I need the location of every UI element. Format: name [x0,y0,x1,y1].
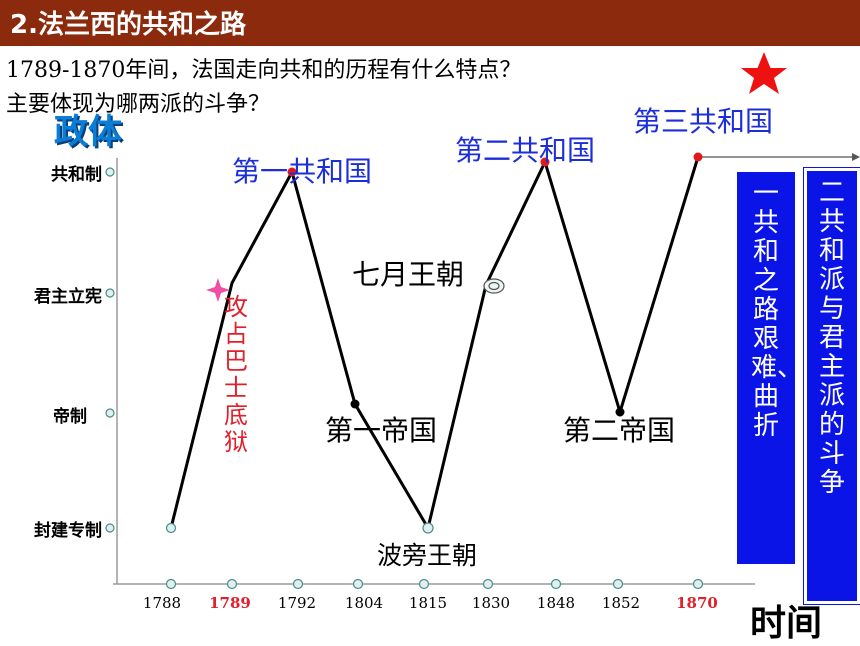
x-marker-1815 [418,578,430,590]
x-axis-title: 时间 [750,603,823,644]
x-marker-1792 [292,578,304,590]
x-marker-1830 [482,578,494,590]
point-1852 [615,407,625,417]
x-marker-1870 [692,578,704,590]
question-line-2: 主要体现为哪两派的斗争？ [6,92,271,117]
point-1848 [540,157,550,167]
point-1792 [287,167,297,177]
y-marker-empire [105,408,115,418]
conclusion-box-1: 一 共和之路艰难、曲折 [737,172,804,564]
x-marker-1789 [226,578,238,590]
x-marker-1788 [165,578,177,590]
question-line-1: 1789-1870年间，法国走向共和的历程有什么特点？ [6,58,522,83]
header-bar: 2.法兰西的共和之路 [0,0,860,46]
y-axis-title: 政体 [54,112,122,152]
point-1815 [422,522,434,534]
label-first-empire: 第一帝国 [325,414,438,447]
y-marker-republic [105,167,115,177]
conclusion-text-2: 二 共和派与君主派的斗争 [818,178,845,498]
x-tick-1789: 1789 [209,594,251,612]
point-1788 [165,522,177,534]
x-tick-1852: 1852 [601,594,641,612]
conclusion-box-2: 二 共和派与君主派的斗争 [803,167,860,605]
label-bastille: 攻占巴士底狱 [224,293,248,456]
arrow-head-icon [852,153,860,161]
red-star-icon [741,52,787,94]
label-bourbon: 波旁王朝 [377,541,478,570]
x-tick-1815: 1815 [408,594,448,612]
x-tick-1788: 1788 [142,594,182,612]
x-tick-1792: 1792 [277,594,317,612]
x-tick-1870: 1870 [676,594,718,612]
y-label-republic: 共和制 [51,165,102,185]
y-marker-constitutional-monarchy [105,288,115,298]
label-second-republic: 第二共和国 [455,134,596,167]
y-marker-feudal [105,523,115,533]
x-tick-1830: 1830 [471,594,511,612]
page-title: 2.法兰西的共和之路 [10,10,246,40]
x-marker-1804 [352,578,364,590]
point-1870 [693,152,703,162]
y-label-empire: 帝制 [53,407,87,427]
label-third-republic: 第三共和国 [633,105,774,138]
x-marker-1852 [612,578,624,590]
label-july-monarchy: 七月王朝 [352,258,465,291]
x-tick-1804: 1804 [344,594,384,612]
x-tick-1848: 1848 [536,594,576,612]
y-label-feudal-autocracy: 封建专制 [34,521,102,541]
y-label-constitutional-monarchy: 君主立宪 [34,287,102,307]
x-marker-1848 [550,578,562,590]
label-first-republic: 第一共和国 [232,155,373,188]
spiral-icon [483,278,505,294]
conclusion-text-1: 一 共和之路艰难、曲折 [751,179,804,441]
label-second-empire: 第二帝国 [563,414,676,447]
point-1804 [350,399,360,409]
pink-star-icon [206,278,230,302]
